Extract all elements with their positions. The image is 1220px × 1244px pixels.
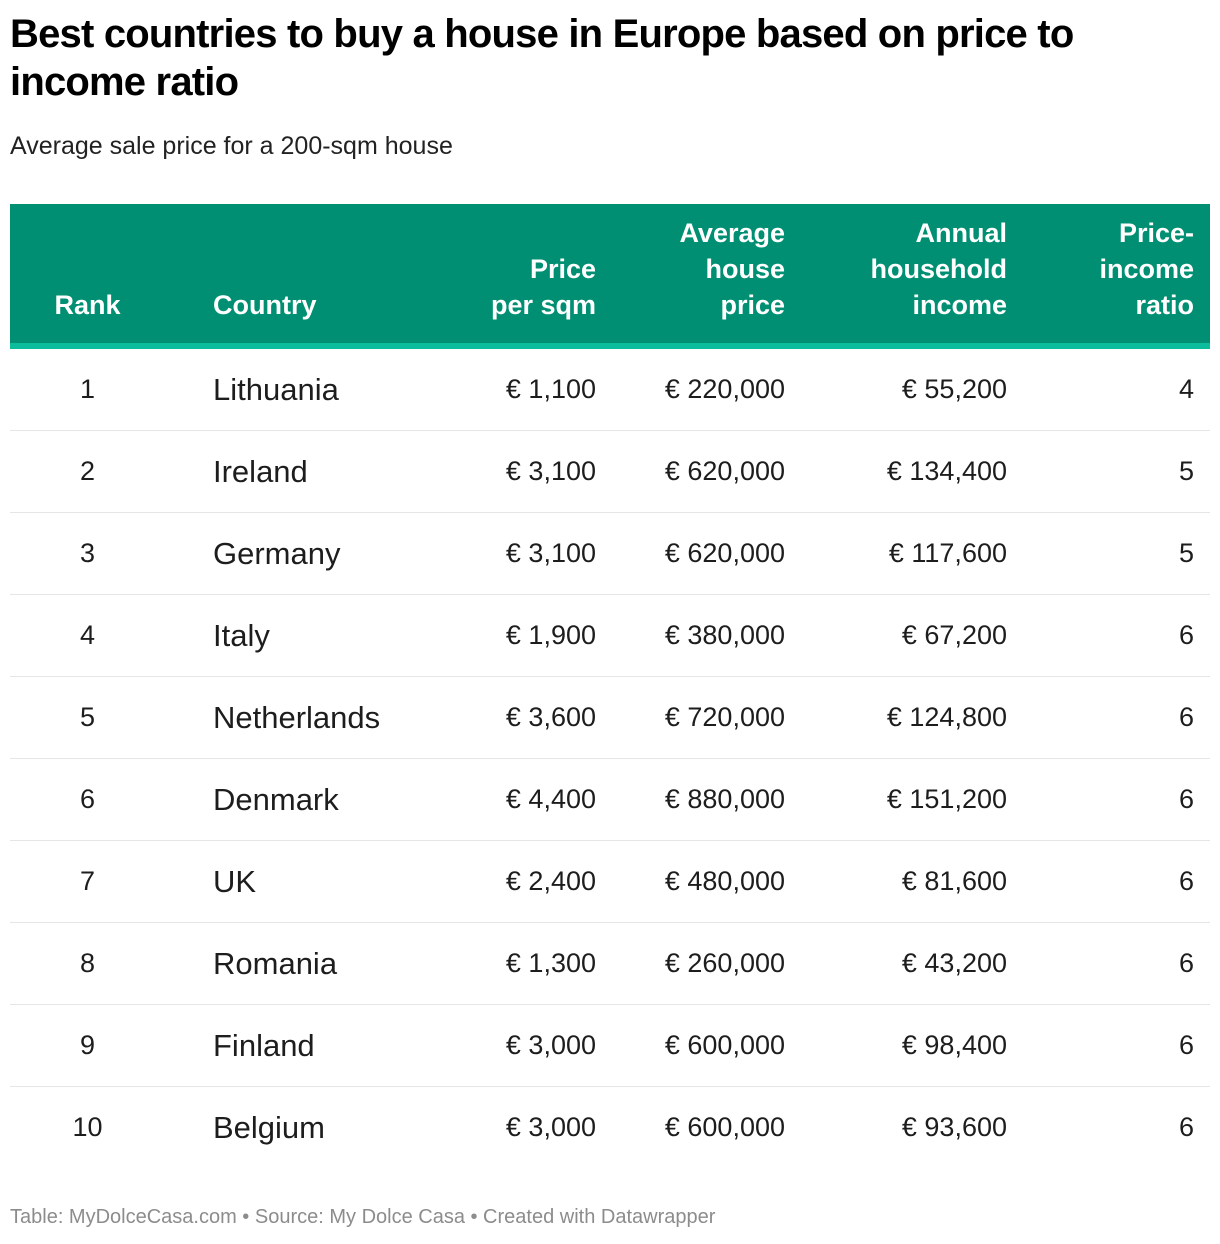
- price-income-ratio-cell: 5: [1178, 456, 1194, 486]
- table-body: 1 Lithuania € 1,100 € 220,000 € 55,200 4 2 Irel…: [10, 349, 1210, 1168]
- rank-cell: 2: [79, 456, 96, 486]
- table-row: 10 Belgium € 3,000 € 600,000 € 93,600 6: [10, 1087, 1210, 1168]
- header-rank[interactable]: Rank: [10, 287, 165, 323]
- header-label-line: house: [705, 254, 785, 284]
- table-row: 2 Ireland € 3,100 € 620,000 € 134,400 5: [10, 431, 1210, 513]
- header-label-line: per sqm: [490, 290, 596, 320]
- price-per-sqm-cell: € 3,000: [505, 1030, 596, 1060]
- country-cell: Italy: [213, 618, 270, 653]
- annual-income-cell: € 134,400: [886, 456, 1007, 486]
- header-label-line: income: [1099, 254, 1194, 284]
- table-row: 5 Netherlands € 3,600 € 720,000 € 124,800 6: [10, 677, 1210, 759]
- rank-cell: 8: [79, 948, 96, 978]
- price-income-ratio-cell: 6: [1178, 702, 1194, 732]
- header-label-line: Average: [679, 218, 785, 248]
- average-house-price-cell: € 880,000: [664, 784, 785, 814]
- table-row: 8 Romania € 1,300 € 260,000 € 43,200 6: [10, 923, 1210, 1005]
- annual-income-cell: € 81,600: [901, 866, 1007, 896]
- rank-cell: 5: [79, 702, 96, 732]
- price-per-sqm-cell: € 2,400: [505, 866, 596, 896]
- average-house-price-cell: € 480,000: [664, 866, 785, 896]
- annual-income-cell: € 98,400: [901, 1030, 1007, 1060]
- rank-cell: 3: [79, 538, 96, 568]
- header-label-line: price: [720, 290, 785, 320]
- header-label-line: Country: [213, 290, 317, 320]
- header-label-line: ratio: [1135, 290, 1194, 320]
- rank-cell: 9: [79, 1030, 96, 1060]
- country-cell: Lithuania: [213, 372, 339, 407]
- country-cell: UK: [213, 864, 257, 899]
- price-income-ratio-cell: 4: [1178, 374, 1194, 404]
- price-per-sqm-cell: € 1,900: [505, 620, 596, 650]
- header-annual-household-income[interactable]: Annual household income: [871, 215, 1008, 323]
- country-cell: Belgium: [213, 1110, 325, 1145]
- annual-income-cell: € 151,200: [886, 784, 1007, 814]
- annual-income-cell: € 117,600: [888, 538, 1007, 568]
- average-house-price-cell: € 620,000: [664, 456, 785, 486]
- table-footer-credits: Table: MyDolceCasa.com • Source: My Dolc…: [10, 1206, 716, 1228]
- price-per-sqm-cell: € 3,600: [505, 702, 596, 732]
- table-row: 1 Lithuania € 1,100 € 220,000 € 55,200 4: [10, 349, 1210, 431]
- price-per-sqm-cell: € 3,100: [505, 538, 596, 568]
- rank-cell: 6: [79, 784, 96, 814]
- header-average-house-price[interactable]: Average house price: [679, 215, 785, 323]
- annual-income-cell: € 43,200: [901, 948, 1007, 978]
- price-income-ratio-cell: 6: [1178, 784, 1194, 814]
- annual-income-cell: € 55,200: [901, 374, 1007, 404]
- price-per-sqm-cell: € 3,000: [505, 1112, 596, 1142]
- country-cell: Netherlands: [213, 700, 381, 735]
- price-per-sqm-cell: € 4,400: [505, 784, 596, 814]
- country-cell: Finland: [213, 1028, 315, 1063]
- price-per-sqm-cell: € 1,300: [505, 948, 596, 978]
- price-income-ratio-cell: 6: [1178, 620, 1194, 650]
- page-subtitle: Average sale price for a 200-sqm house: [10, 132, 453, 160]
- table-row: 7 UK € 2,400 € 480,000 € 81,600 6: [10, 841, 1210, 923]
- rank-cell: 10: [72, 1112, 103, 1142]
- header-label-line: household: [870, 254, 1008, 284]
- rank-cell: 4: [79, 620, 96, 650]
- average-house-price-cell: € 600,000: [664, 1030, 785, 1060]
- header-label-line: Price-: [1118, 218, 1194, 248]
- table-row: 4 Italy € 1,900 € 380,000 € 67,200 6: [10, 595, 1210, 677]
- table-header: Rank Country Price per sqm Average house pr…: [10, 204, 1210, 349]
- average-house-price-cell: € 720,000: [664, 702, 785, 732]
- price-income-ratio-cell: 5: [1178, 538, 1194, 568]
- header-label-line: income: [912, 290, 1007, 320]
- annual-income-cell: € 124,800: [886, 702, 1007, 732]
- data-table: Rank Country Price per sqm Average house pr…: [10, 204, 1210, 1168]
- price-per-sqm-cell: € 3,100: [505, 456, 596, 486]
- country-cell: Germany: [213, 536, 341, 571]
- rank-cell: 1: [79, 374, 96, 404]
- table-row: 3 Germany € 3,100 € 620,000 € 117,600 5: [10, 513, 1210, 595]
- header-price-income-ratio[interactable]: Price-income ratio: [1099, 215, 1194, 323]
- country-cell: Romania: [213, 946, 338, 981]
- price-income-ratio-cell: 6: [1178, 1112, 1194, 1142]
- header-label-line: Rank: [54, 290, 121, 320]
- price-income-ratio-cell: 6: [1178, 866, 1194, 896]
- average-house-price-cell: € 600,000: [664, 1112, 785, 1142]
- average-house-price-cell: € 220,000: [664, 374, 785, 404]
- country-cell: Ireland: [213, 454, 308, 489]
- annual-income-cell: € 67,200: [901, 620, 1007, 650]
- table-row: 6 Denmark € 4,400 € 880,000 € 151,200 6: [10, 759, 1210, 841]
- header-country[interactable]: Country: [213, 287, 317, 323]
- table-row: 9 Finland € 3,000 € 600,000 € 98,400 6: [10, 1005, 1210, 1087]
- header-label-line: Annual: [915, 218, 1008, 248]
- header-price-per-sqm[interactable]: Price per sqm: [491, 251, 596, 323]
- average-house-price-cell: € 380,000: [664, 620, 785, 650]
- annual-income-cell: € 93,600: [901, 1112, 1007, 1142]
- price-per-sqm-cell: € 1,100: [505, 374, 596, 404]
- average-house-price-cell: € 620,000: [664, 538, 785, 568]
- average-house-price-cell: € 260,000: [664, 948, 785, 978]
- page-title: Best countries to buy a house in Europe …: [10, 12, 1074, 104]
- price-income-ratio-cell: 6: [1178, 1030, 1194, 1060]
- price-income-ratio-cell: 6: [1178, 948, 1194, 978]
- rank-cell: 7: [79, 866, 96, 896]
- country-cell: Denmark: [213, 782, 339, 817]
- header-label-line: Price: [529, 254, 596, 284]
